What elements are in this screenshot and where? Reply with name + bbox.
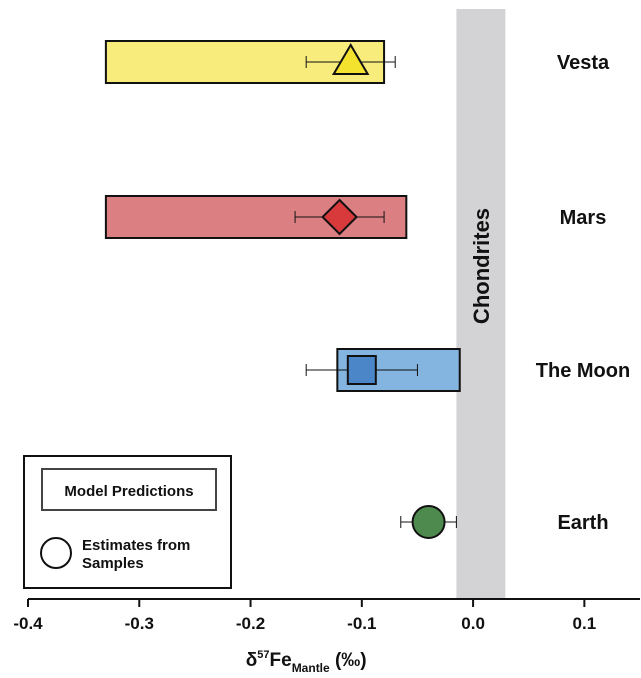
chondrites-label: Chondrites [469,208,494,324]
x-axis-label-subscript: Mantle [292,661,330,675]
x-axis-label-prefix: δ [246,650,258,671]
body-mars: Mars [104,195,607,239]
legend-model-label: Model Predictions [64,483,193,500]
body-earth: Earth [400,505,609,539]
x-tick-label-4: 0.0 [461,614,485,633]
legend-estimate-marker [40,537,72,569]
legend-estimate-label-line1: Estimates from [82,537,190,554]
x-axis-label-superscript: 57 [257,649,269,661]
estimate-marker-the-moon [346,355,377,385]
estimate-marker-earth [411,505,446,539]
body-label-earth: Earth [557,512,608,534]
estimate-marker-vesta [331,43,370,75]
bodies-group: Vesta Mars The Moon Earth [104,40,630,539]
x-axis-label: δ57FeMantle (‰) [246,649,367,675]
body-the-moon: The Moon [305,348,630,392]
x-axis-ticks: -0.4 -0.3 -0.2 -0.1 0.0 0.1 [13,599,596,633]
x-axis-label-unit: (‰) [330,650,367,671]
estimate-marker-mars [321,198,358,236]
body-vesta: Vesta [104,40,610,84]
legend: Model Predictions Estimates from Samples [23,455,232,589]
x-tick-label-1: -0.3 [125,614,154,633]
body-label-the-moon: The Moon [536,360,630,382]
chondrites-band-group: Chondrites [456,9,506,599]
legend-model-swatch [41,468,217,511]
x-tick-label-0: -0.4 [13,614,43,633]
x-tick-label-3: -0.1 [347,614,376,633]
x-axis-label-base: Fe [270,650,292,671]
x-tick-label-2: -0.2 [236,614,265,633]
body-label-vesta: Vesta [557,52,610,74]
legend-estimate-label-line2: Samples [82,555,144,572]
body-label-mars: Mars [560,207,607,229]
x-axis: -0.4 -0.3 -0.2 -0.1 0.0 0.1 δ57FeMantle (‰) [13,598,640,675]
chondrites-band [456,9,506,599]
x-tick-label-5: 0.1 [573,614,597,633]
